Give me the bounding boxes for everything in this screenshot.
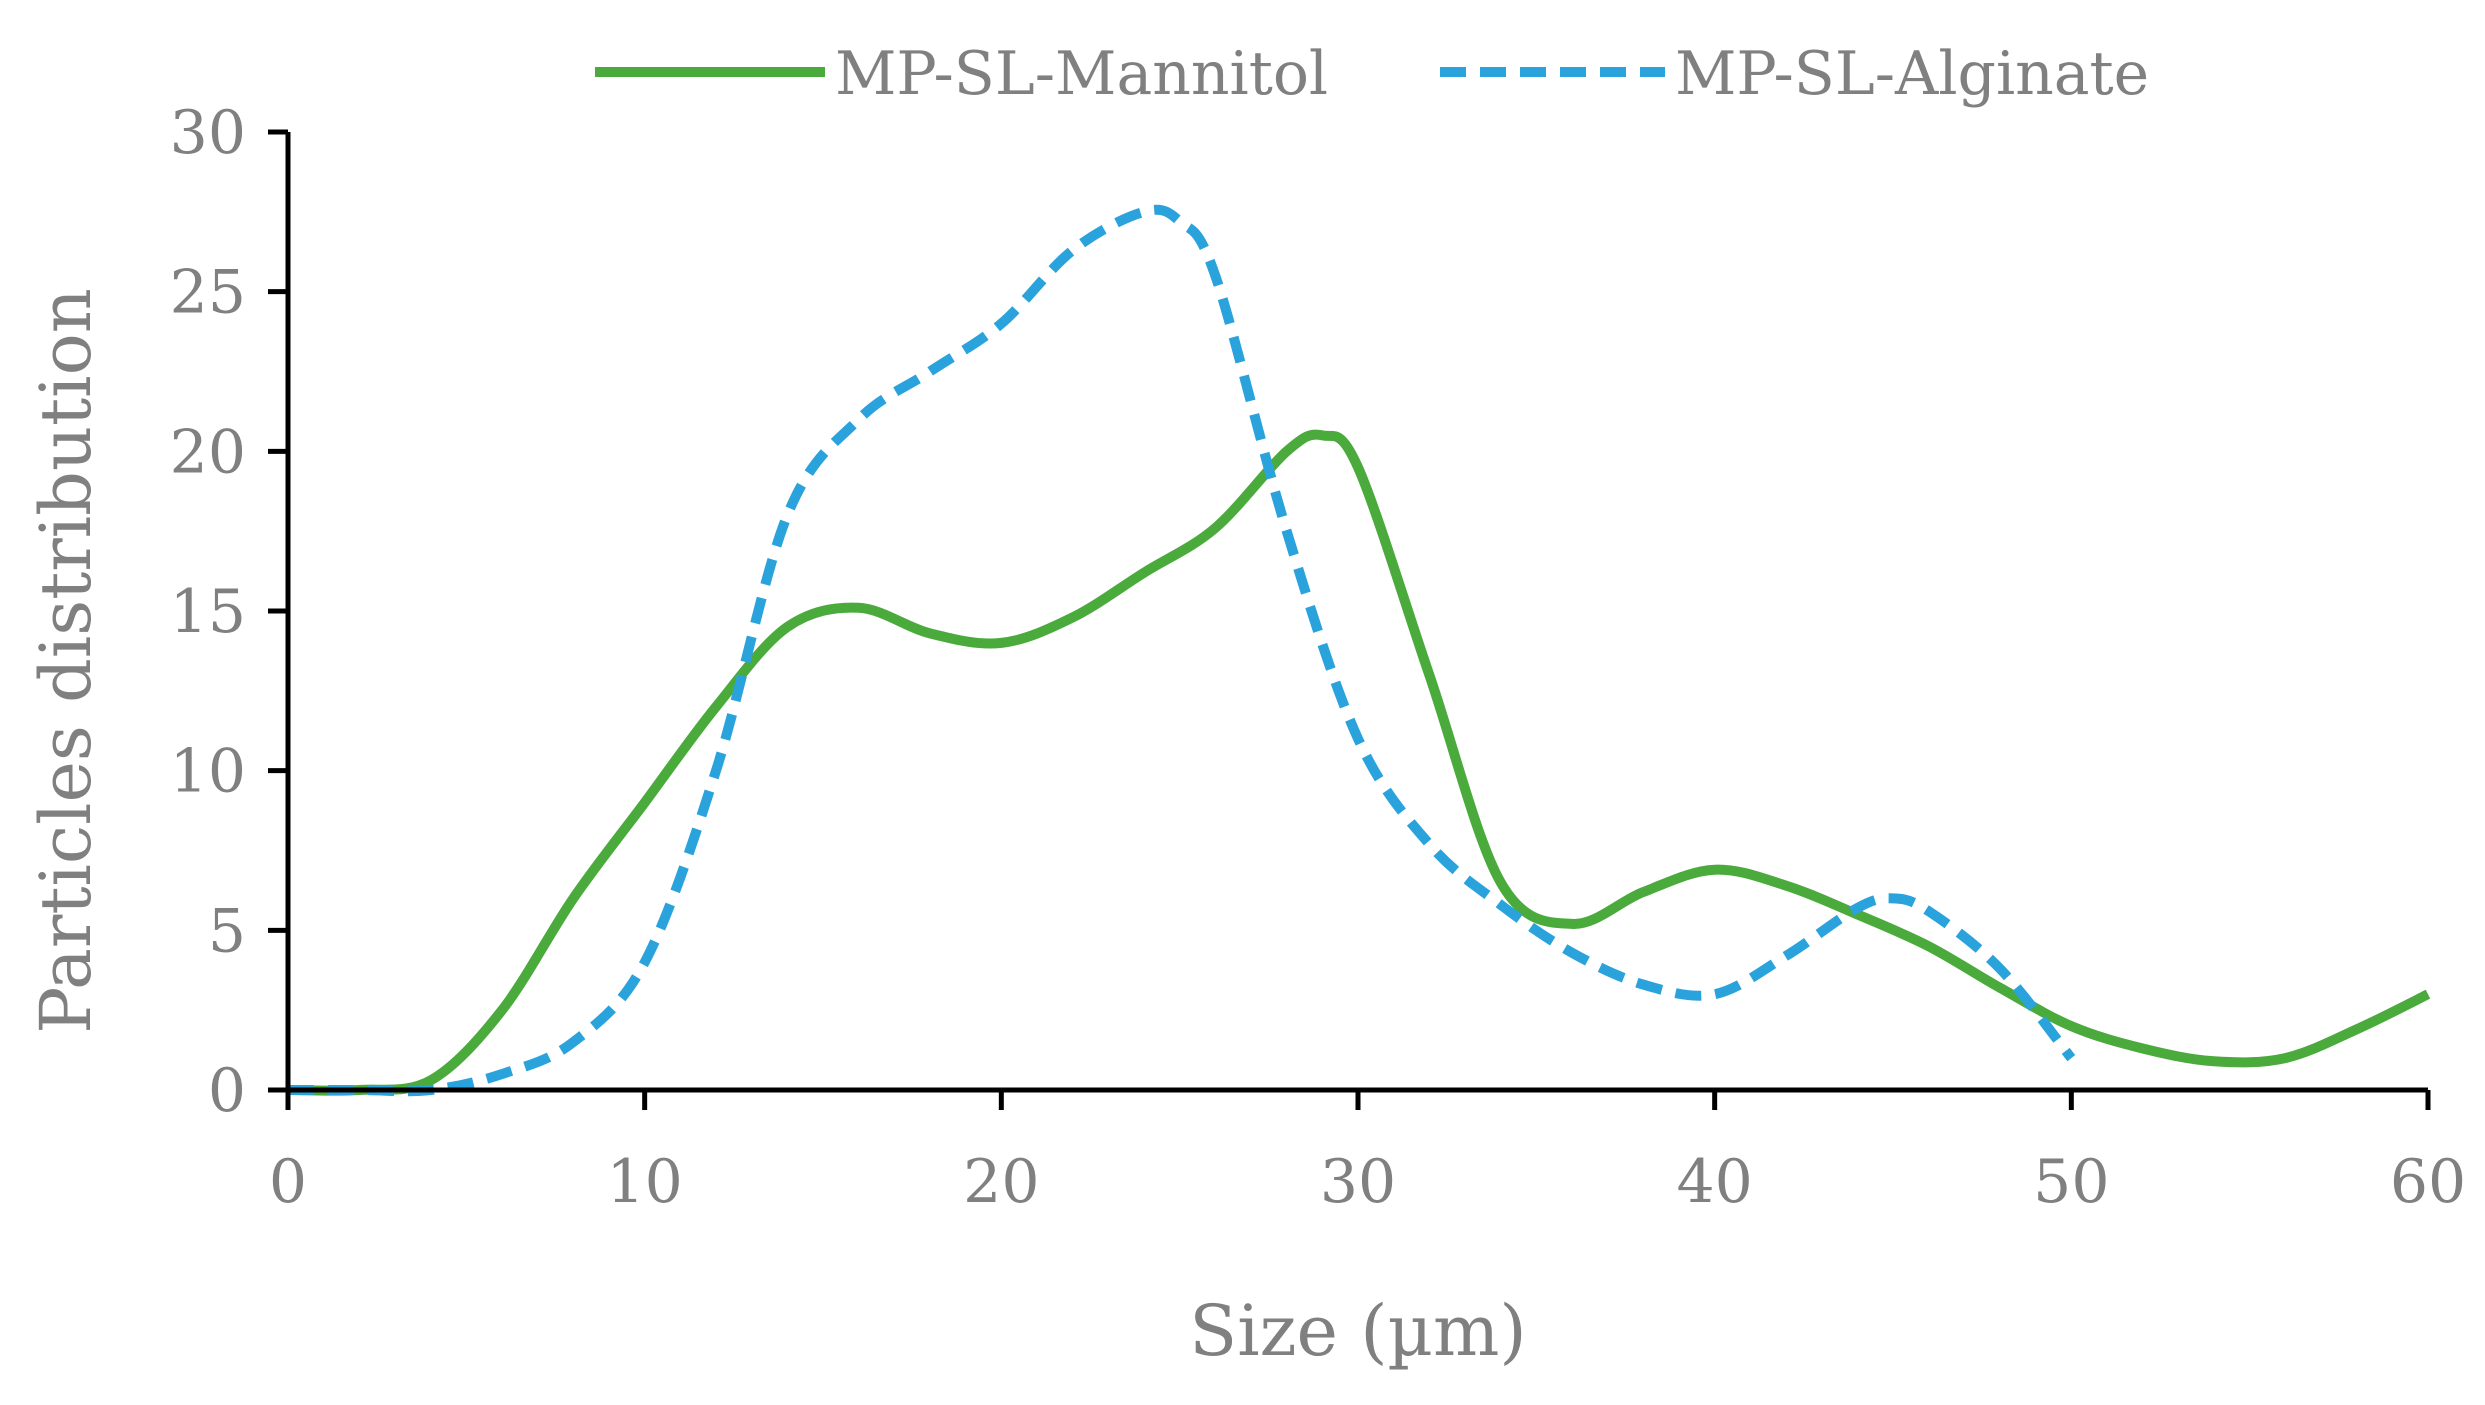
x-tick-label: 0 — [269, 1147, 307, 1217]
axes-layer — [285, 132, 2428, 1093]
x-tick-label: 30 — [1320, 1147, 1396, 1217]
legend: MP-SL-Mannitol MP-SL-Alginate — [595, 39, 2149, 109]
x-tick-label: 60 — [2390, 1147, 2466, 1217]
series-line-1 — [287, 429, 2431, 1096]
y-axis-title: Particles distribution — [25, 288, 107, 1034]
y-tick-label: 30 — [170, 98, 246, 168]
series-layer — [287, 204, 2431, 1097]
y-tick-label: 20 — [170, 417, 246, 487]
x-tick-label: 40 — [1676, 1147, 1752, 1217]
ticks-layer: 0 5 10 15 20 25 30 0 10 20 30 40 50 60 — [170, 98, 2467, 1217]
legend-label-2: MP-SL-Alginate — [1675, 39, 2149, 109]
x-tick-label: 20 — [963, 1147, 1039, 1217]
x-tick-label: 50 — [2033, 1147, 2109, 1217]
y-tick-label: 15 — [170, 577, 246, 647]
y-tick-label: 0 — [208, 1056, 246, 1126]
x-axis-title: Size (µm) — [1189, 1290, 1526, 1372]
y-tick-label: 25 — [170, 258, 246, 328]
y-tick-label: 10 — [170, 737, 246, 807]
y-tick-label: 5 — [208, 896, 246, 966]
legend-label-1: MP-SL-Mannitol — [835, 39, 1328, 109]
x-tick-label: 10 — [606, 1147, 682, 1217]
series-line-2 — [287, 204, 2076, 1097]
